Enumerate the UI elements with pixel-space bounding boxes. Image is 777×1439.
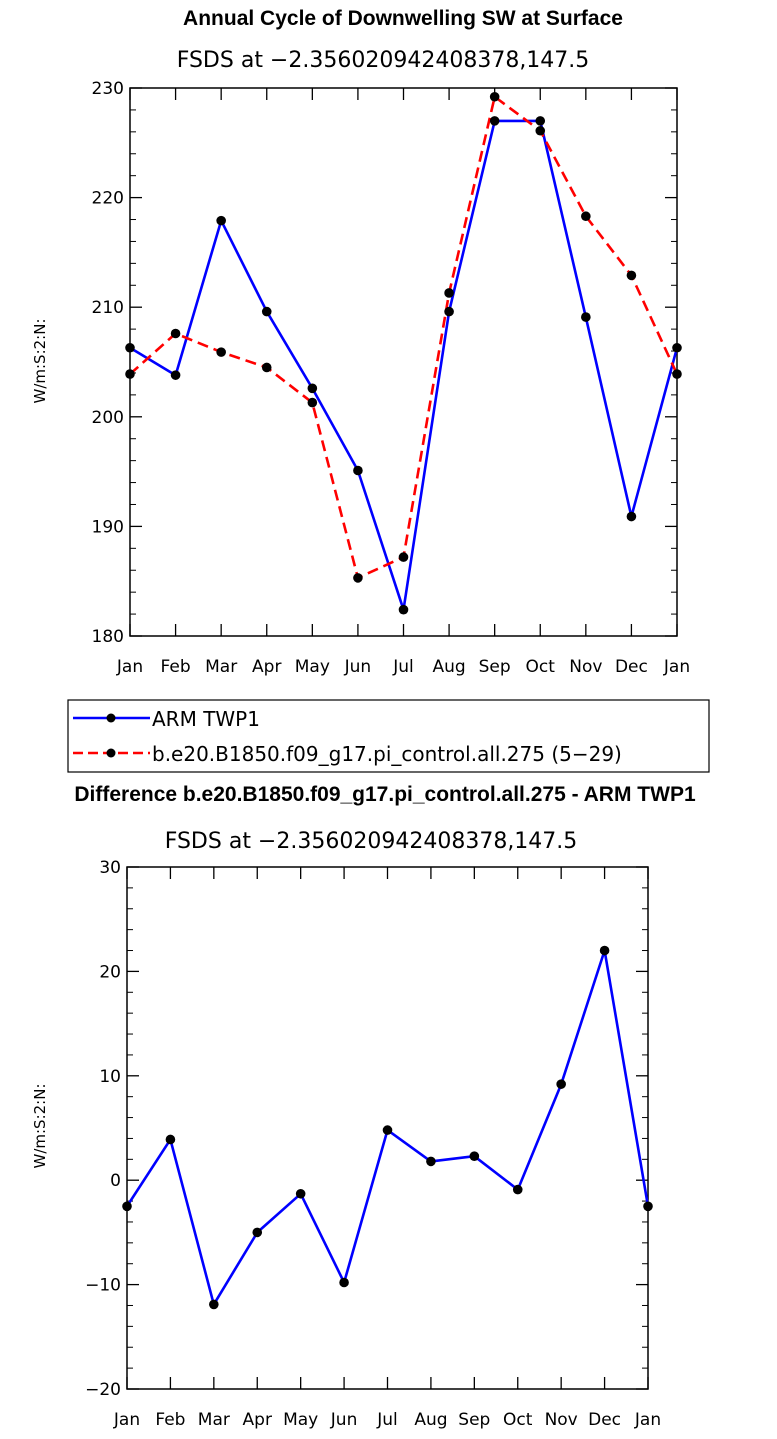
x-tick-label: Apr bbox=[243, 1410, 272, 1430]
y-tick-label: 20 bbox=[99, 962, 121, 982]
legend-box bbox=[67, 699, 710, 773]
x-tick-label: Sep bbox=[479, 657, 511, 677]
x-tick-label: Oct bbox=[526, 657, 556, 677]
x-tick-label: Aug bbox=[432, 657, 465, 677]
chart-subtitle: FSDS at −2.356020942408378,147.5 bbox=[165, 829, 578, 854]
data-point-1 bbox=[444, 288, 454, 298]
chart-subtitle: FSDS at −2.356020942408378,147.5 bbox=[177, 48, 590, 73]
x-tick-label: May bbox=[283, 1410, 318, 1430]
x-tick-label: Jan bbox=[634, 1410, 661, 1430]
x-tick-label: Feb bbox=[155, 1410, 185, 1430]
x-tick-label: Jul bbox=[392, 657, 414, 677]
y-tick-label: −20 bbox=[85, 1380, 121, 1400]
x-tick-label: Jan bbox=[113, 1410, 140, 1430]
x-tick-label: Apr bbox=[252, 657, 281, 677]
data-point-0 bbox=[382, 1125, 393, 1135]
data-point-1 bbox=[581, 211, 591, 222]
data-point-1 bbox=[626, 270, 637, 281]
x-tick-label: Oct bbox=[503, 1410, 533, 1430]
x-tick-label: Feb bbox=[161, 657, 191, 677]
x-tick-label: Mar bbox=[205, 657, 237, 677]
x-tick-label: Jun bbox=[330, 1410, 358, 1430]
data-point-1 bbox=[489, 91, 500, 102]
data-point-0 bbox=[122, 1201, 132, 1212]
data-point-0 bbox=[512, 1184, 523, 1195]
chart-difference: Difference b.e20.B1850.f09_g17.pi_contro… bbox=[31, 783, 696, 1430]
data-point-0 bbox=[626, 511, 637, 522]
data-point-0 bbox=[581, 312, 591, 322]
plot-area: 180 190 200 210 220 230 Jan Feb Mar Apr May Jun Jul A… bbox=[92, 79, 691, 677]
data-point-1 bbox=[261, 362, 272, 373]
data-point-0 bbox=[125, 342, 135, 353]
data-point-1 bbox=[170, 328, 181, 339]
x-tick-label: Nov bbox=[569, 657, 602, 677]
y-tick-label: 0 bbox=[110, 1171, 121, 1191]
data-point-0 bbox=[261, 306, 272, 317]
data-point-1 bbox=[535, 125, 546, 136]
y-axis-label: W/m:S:2:N: bbox=[31, 1084, 49, 1169]
data-point-0 bbox=[535, 116, 546, 126]
x-tick-label: Jan bbox=[116, 657, 143, 677]
x-tick-label: Sep bbox=[458, 1410, 490, 1430]
data-point-0 bbox=[556, 1079, 566, 1089]
data-point-1 bbox=[307, 397, 318, 408]
data-point-0 bbox=[469, 1151, 480, 1161]
data-point-1 bbox=[125, 369, 135, 379]
legend-marker-model bbox=[106, 748, 116, 758]
y-axis-label: W/m:S:2:N: bbox=[31, 319, 49, 404]
data-point-0 bbox=[426, 1156, 436, 1167]
x-tick-label: Dec bbox=[588, 1410, 621, 1430]
y-tick-label: 30 bbox=[99, 858, 121, 878]
y-tick-label: 10 bbox=[99, 1067, 121, 1087]
legend-label-model: b.e20.B1850.f09_g17.pi_control.all.275 (… bbox=[152, 742, 622, 766]
series-line-0 bbox=[129, 119, 679, 612]
chart-title: Difference b.e20.B1850.f09_g17.pi_contro… bbox=[74, 783, 696, 806]
y-tick-label: 230 bbox=[92, 79, 124, 99]
y-tick-label: 190 bbox=[92, 517, 124, 537]
data-point-0 bbox=[209, 1299, 219, 1310]
legend-marker-arm bbox=[106, 713, 116, 723]
y-tick-label: 200 bbox=[92, 408, 124, 428]
y-tick-label: 180 bbox=[92, 627, 124, 647]
data-point-0 bbox=[252, 1227, 263, 1238]
data-point-0 bbox=[295, 1188, 306, 1199]
x-tick-label: Mar bbox=[198, 1410, 230, 1430]
data-point-0 bbox=[672, 342, 682, 353]
data-point-0 bbox=[444, 306, 454, 317]
x-tick-label: Jul bbox=[376, 1410, 398, 1430]
data-point-0 bbox=[307, 383, 318, 394]
x-tick-label: Jan bbox=[663, 657, 690, 677]
data-point-0 bbox=[398, 604, 409, 615]
x-tick-label: May bbox=[295, 657, 330, 677]
data-point-0 bbox=[165, 1134, 176, 1145]
y-tick-label: 210 bbox=[92, 298, 124, 318]
legend: ARM TWP1 b.e20.B1850.f09_g17.pi_control.… bbox=[67, 699, 710, 773]
y-tick-label: 220 bbox=[92, 189, 124, 209]
series-line-1 bbox=[129, 95, 679, 580]
x-tick-label: Jun bbox=[344, 657, 372, 677]
plot-area: −20 −10 0 10 20 30 Jan Feb Mar Apr May Jun Jul Aug Sep… bbox=[85, 858, 661, 1430]
x-tick-label: Dec bbox=[615, 657, 648, 677]
x-tick-label: Nov bbox=[545, 1410, 578, 1430]
x-tick-label: Aug bbox=[414, 1410, 447, 1430]
data-point-0 bbox=[216, 215, 226, 226]
data-point-0 bbox=[489, 116, 500, 126]
chart-title: Annual Cycle of Downwelling SW at Surfac… bbox=[183, 7, 623, 30]
chart-annual-cycle: Annual Cycle of Downwelling SW at Surfac… bbox=[31, 7, 710, 773]
data-point-1 bbox=[353, 573, 363, 583]
y-tick-label: −10 bbox=[85, 1276, 121, 1296]
data-point-0 bbox=[353, 465, 363, 476]
data-point-0 bbox=[599, 945, 610, 956]
data-point-1 bbox=[672, 369, 682, 379]
data-point-1 bbox=[398, 552, 409, 562]
data-point-0 bbox=[170, 370, 181, 380]
data-point-0 bbox=[643, 1201, 653, 1212]
legend-label-arm: ARM TWP1 bbox=[152, 707, 260, 731]
data-point-1 bbox=[216, 347, 226, 357]
data-point-0 bbox=[339, 1277, 349, 1288]
